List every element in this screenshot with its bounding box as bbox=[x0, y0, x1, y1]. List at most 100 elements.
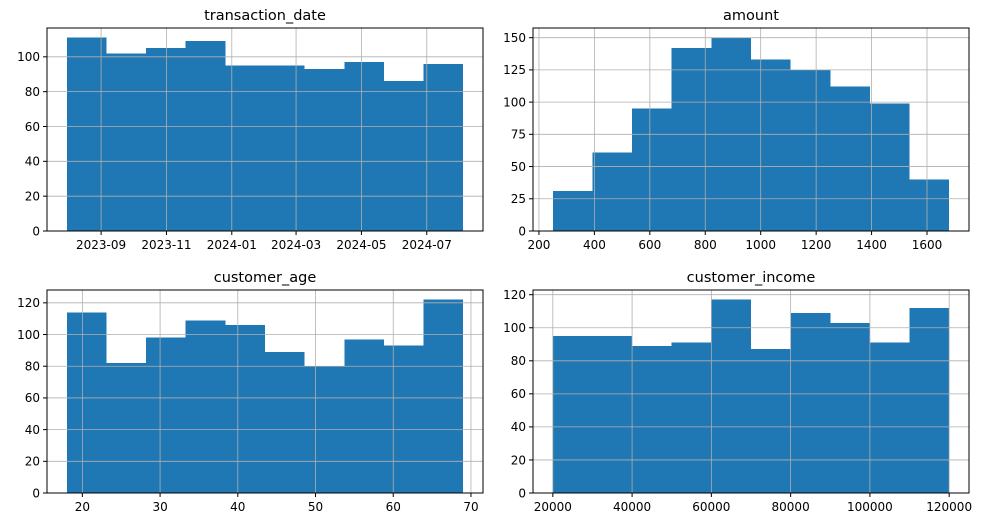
y-tick-label: 40 bbox=[25, 423, 40, 437]
histogram-bar bbox=[146, 337, 186, 493]
x-tick-label: 2024-05 bbox=[336, 238, 386, 252]
axes-frame bbox=[46, 289, 484, 494]
x-tick-label: 800 bbox=[694, 238, 717, 252]
x-tick-label: 1000 bbox=[745, 238, 776, 252]
histogram-bar bbox=[671, 342, 712, 493]
histogram-bar bbox=[552, 336, 593, 493]
y-tick-label: 80 bbox=[25, 360, 40, 374]
histogram-bar bbox=[552, 191, 593, 231]
subplot-title: customer_income bbox=[687, 270, 816, 286]
histogram-bar bbox=[869, 342, 910, 493]
y-tick-label: 0 bbox=[518, 486, 526, 500]
histogram-bar bbox=[106, 53, 147, 231]
x-tick-label: 2024-07 bbox=[402, 238, 452, 252]
y-tick-label: 40 bbox=[511, 420, 526, 434]
axes-frame bbox=[46, 27, 484, 232]
x-tick-label: 2023-09 bbox=[76, 238, 126, 252]
bars bbox=[552, 299, 950, 493]
histogram-bar bbox=[869, 103, 910, 231]
histogram-bar bbox=[909, 179, 950, 231]
y-tick-label: 125 bbox=[503, 63, 526, 77]
histogram-bar bbox=[66, 312, 107, 493]
x-tick-label: 600 bbox=[638, 238, 661, 252]
x-tick-label: 30 bbox=[152, 500, 167, 514]
x-tick-label: 20000 bbox=[534, 500, 572, 514]
histogram-bar bbox=[632, 108, 672, 231]
subplot-title: transaction_date bbox=[204, 8, 326, 24]
histogram-bar bbox=[383, 81, 424, 232]
x-tick-label: 70 bbox=[463, 500, 478, 514]
y-tick-label: 80 bbox=[511, 354, 526, 368]
x-tick-label: 2024-03 bbox=[271, 238, 321, 252]
y-tick-label: 120 bbox=[17, 296, 40, 310]
bars bbox=[66, 37, 464, 232]
histogram-bar bbox=[146, 48, 186, 231]
y-tick-label: 60 bbox=[25, 120, 40, 134]
histogram-bar bbox=[185, 41, 226, 232]
x-tick-label: 120000 bbox=[926, 500, 972, 514]
histogram-bar bbox=[304, 69, 345, 231]
x-tick-label: 60000 bbox=[692, 500, 730, 514]
histogram-bar bbox=[790, 312, 831, 493]
histogram-bar bbox=[225, 65, 265, 231]
x-tick-label: 2023-11 bbox=[141, 238, 191, 252]
x-tick-label: 80000 bbox=[772, 500, 810, 514]
bars bbox=[66, 299, 464, 493]
histogram-bar bbox=[592, 336, 633, 493]
y-tick-label: 20 bbox=[25, 455, 40, 469]
x-tick-label: 60 bbox=[386, 500, 401, 514]
histogram-bar bbox=[265, 65, 305, 231]
x-tick-label: 100000 bbox=[847, 500, 893, 514]
histogram-bar bbox=[66, 37, 107, 231]
subplot-transaction-date: 2023-09 2023-11 2024-01 2024-03 2024-05 2024-… bbox=[17, 8, 484, 252]
x-tick-label: 20 bbox=[75, 500, 90, 514]
y-tick-label: 60 bbox=[511, 387, 526, 401]
y-tick-label: 0 bbox=[32, 486, 40, 500]
y-tick-label: 40 bbox=[25, 155, 40, 169]
histogram-bar bbox=[106, 363, 147, 493]
y-tick-label: 0 bbox=[518, 224, 526, 238]
axes-frame bbox=[532, 27, 970, 232]
y-tick-label: 20 bbox=[25, 189, 40, 203]
y-tick-label: 120 bbox=[503, 288, 526, 302]
y-tick-label: 100 bbox=[17, 328, 40, 342]
x-tick-label: 40000 bbox=[613, 500, 651, 514]
histogram-bar bbox=[383, 345, 424, 493]
histogram-bar bbox=[671, 47, 712, 231]
x-tick-label: 1600 bbox=[912, 238, 943, 252]
x-tick-label: 200 bbox=[528, 238, 551, 252]
x-tick-label: 1200 bbox=[801, 238, 832, 252]
x-tick-label: 50 bbox=[308, 500, 323, 514]
histogram-bar bbox=[751, 349, 791, 493]
y-tick-label: 100 bbox=[503, 95, 526, 109]
x-tick-label: 40 bbox=[230, 500, 245, 514]
y-tick-label: 50 bbox=[511, 160, 526, 174]
y-tick-label: 75 bbox=[511, 128, 526, 142]
histogram-bar bbox=[751, 59, 791, 232]
histogram-bar bbox=[790, 69, 831, 231]
histogram-bar bbox=[265, 351, 305, 493]
histogram-bar bbox=[423, 299, 464, 493]
y-tick-label: 80 bbox=[25, 85, 40, 99]
histogram-bar bbox=[830, 322, 870, 493]
y-tick-label: 150 bbox=[503, 31, 526, 45]
x-tick-label: 1400 bbox=[856, 238, 887, 252]
subplot-title: customer_age bbox=[214, 270, 317, 286]
y-tick-label: 0 bbox=[32, 224, 40, 238]
axes-frame bbox=[532, 289, 970, 494]
histogram-bar bbox=[185, 320, 226, 493]
y-tick-label: 20 bbox=[511, 453, 526, 467]
subplot-customer-income: 20000 40000 60000 80000 100000 120000 0 20 40 60 8… bbox=[503, 270, 972, 514]
histogram-bar bbox=[909, 307, 950, 493]
subplot-customer-age: 20 30 40 50 60 70 0 20 40 60 80 100 120 customer_age bbox=[17, 270, 484, 514]
histogram-bar bbox=[711, 299, 751, 493]
y-tick-label: 25 bbox=[511, 192, 526, 206]
subplot-title: amount bbox=[723, 8, 779, 24]
y-tick-label: 60 bbox=[25, 391, 40, 405]
x-tick-label: 400 bbox=[583, 238, 606, 252]
histogram-bar bbox=[592, 152, 633, 231]
y-tick-label: 100 bbox=[503, 321, 526, 335]
subplot-amount: 200 400 600 800 1000 1200 1400 1600 0 25 50 75 100 12… bbox=[503, 8, 970, 252]
x-tick-label: 2024-01 bbox=[207, 238, 257, 252]
